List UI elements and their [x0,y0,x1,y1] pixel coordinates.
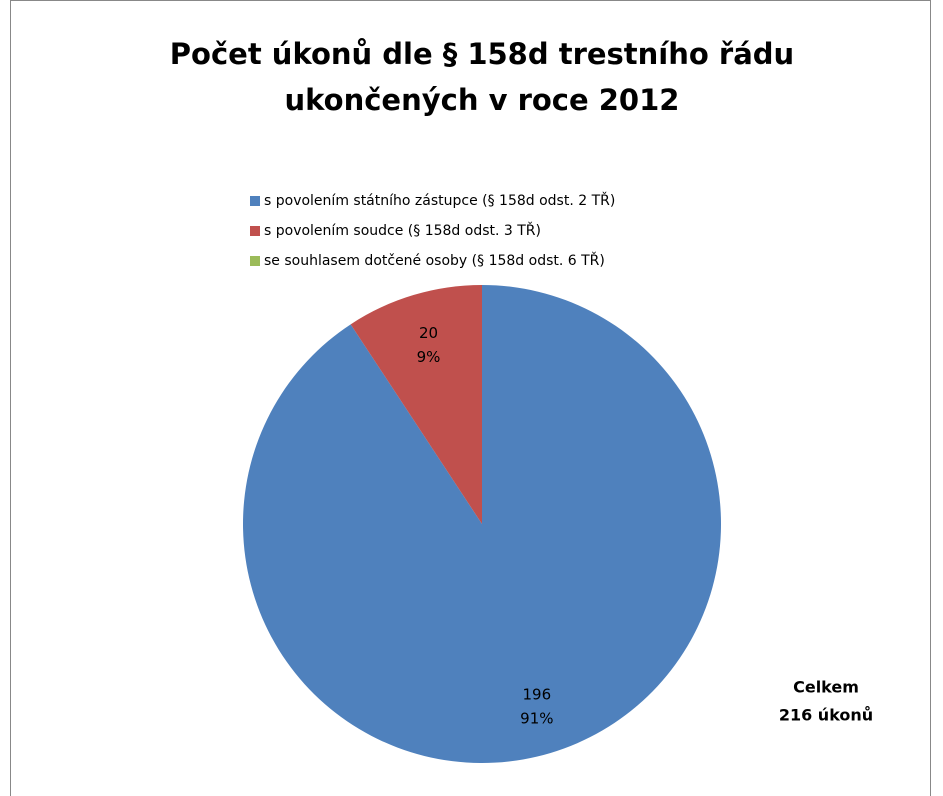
annotation: Celkem [793,678,859,697]
data-label: 9% [417,348,441,366]
legend-label: s povolením soudce (§ 158d odst. 3 TŘ) [264,222,541,239]
legend-swatch [250,226,260,236]
data-label: 196 [523,686,552,704]
chart-title: ukončených v roce 2012 [285,83,680,117]
legend-swatch [250,196,260,206]
annotation: 216 úkonů [779,706,873,725]
legend-label: s povolením státního zástupce (§ 158d od… [264,192,615,209]
legend-label: se souhlasem dotčené osoby (§ 158d odst.… [264,252,605,269]
legend-swatch [250,256,260,266]
data-label: 91% [520,710,553,728]
data-label: 20 [419,324,438,342]
chart-title: Počet úkonů dle § 158d trestního řádu [170,37,794,71]
pie-slice [350,285,482,524]
